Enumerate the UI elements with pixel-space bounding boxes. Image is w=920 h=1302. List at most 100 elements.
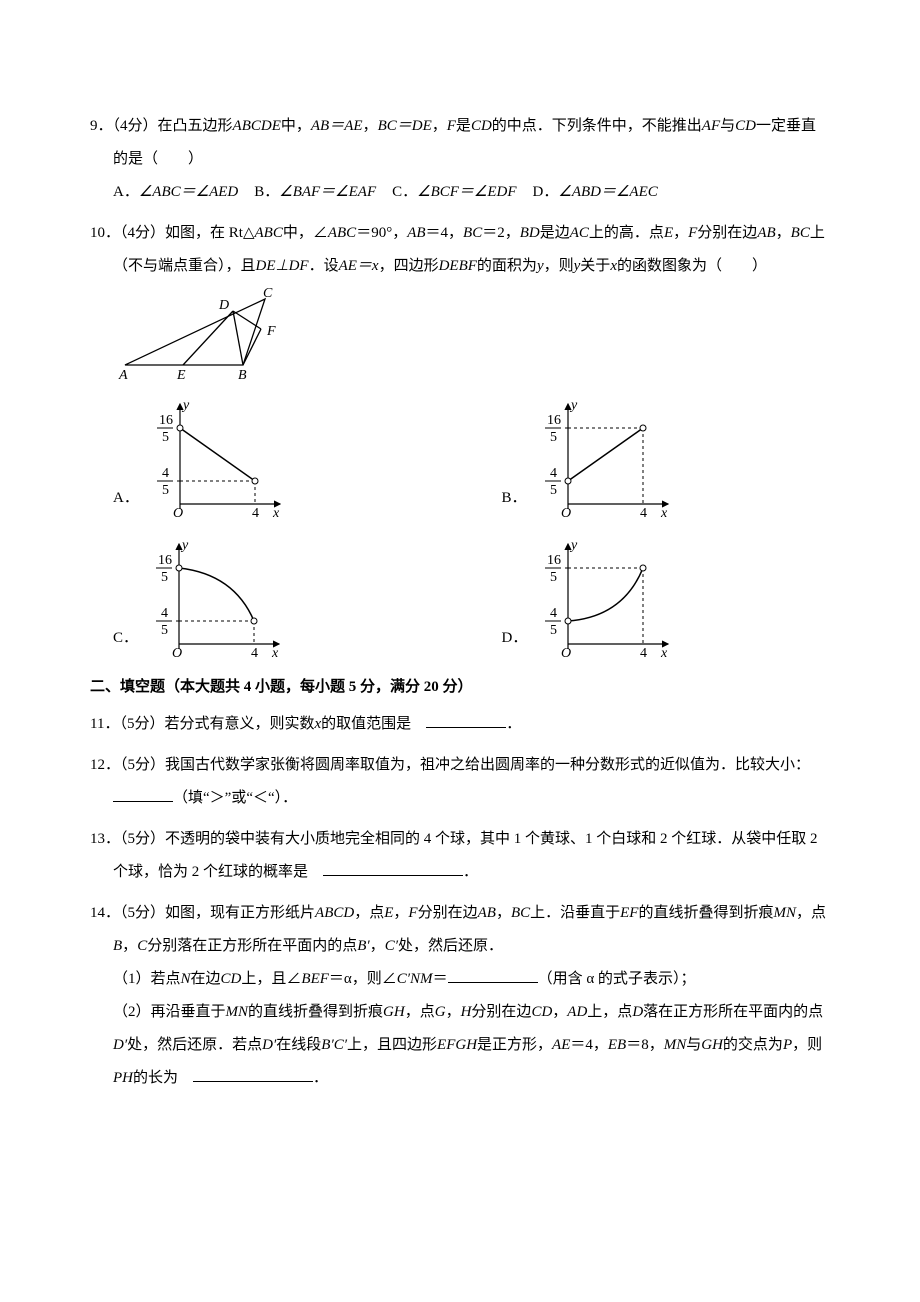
q10-points-unit: 分）	[135, 225, 165, 241]
q10-be: ＝90°，	[356, 225, 407, 241]
q14-p1h: C′NM	[397, 971, 433, 987]
q14-number: 14	[90, 905, 105, 921]
q14-bq: ，	[122, 938, 137, 954]
q10-graphs: A． 165 45 O 4 x y	[90, 399, 830, 659]
q10-gc-x4: 4	[251, 646, 258, 659]
q11-ba: 若分式有意义，则实数	[164, 716, 314, 732]
q10-bv: DE⊥DF	[256, 258, 309, 274]
q9-option-a: A．∠ABC＝∠AED	[113, 176, 238, 209]
q14-bi: ，	[496, 905, 511, 921]
q9-opt-a-val: ∠ABC＝∠AED	[139, 184, 238, 200]
q14-p2f: G	[435, 1004, 446, 1020]
q9-stem: 9．（4分）在凸五边形ABCDE中，AB＝AE，BC＝DE，F是CD的中点．下列…	[90, 110, 830, 176]
q10-bn: E	[664, 225, 673, 241]
q14-p2q: 处，然后还原．若点	[127, 1037, 262, 1053]
question-12: 12．（5分）我国古代数学家张衡将圆周率取值为，祖冲之给出圆周率的一种分数形式的…	[90, 749, 830, 815]
svg-text:5: 5	[161, 623, 168, 638]
svg-text:5: 5	[161, 570, 168, 585]
q10-gd-x4: 4	[640, 646, 647, 659]
q10-gb-x4: 4	[640, 506, 647, 519]
q14-p2u: 上，且四边形	[347, 1037, 437, 1053]
q14-bw: 处，然后还原．	[398, 938, 503, 954]
svg-text:4: 4	[161, 606, 168, 621]
q9-bd: AB＝AE	[311, 118, 363, 134]
q14-p2ae: 的交点为	[723, 1037, 783, 1053]
q9-opt-d-val: ∠ABD＝∠AEC	[558, 184, 657, 200]
q10-bac: ，则	[544, 258, 574, 274]
q10-graph-c-label: C．	[113, 622, 138, 655]
q14-part2: （2）再沿垂直于MN的直线折叠得到折痕GH，点G，H分别在边CD，AD上，点D落…	[90, 996, 830, 1095]
q14-br: C	[137, 938, 147, 954]
q9-bc: 中，	[281, 118, 311, 134]
q10-graph-d-svg: 165 45 O 4 x y	[533, 539, 673, 659]
q10-br: AB	[757, 225, 775, 241]
q10-bs: ，	[776, 225, 791, 241]
q14-p1g: ＝α，则∠	[329, 971, 397, 987]
q9-bf: BC＝DE	[378, 118, 432, 134]
q14-p1f: BEF	[301, 971, 329, 987]
q10-number: 10	[90, 225, 105, 241]
q13-points: 5	[128, 831, 136, 847]
q14-prefix: ．（	[105, 905, 128, 921]
q10-bab: y	[537, 258, 544, 274]
q14-p1-blank	[448, 968, 538, 983]
q14-p1e: 上，且∠	[241, 971, 301, 987]
q14-part1: （1）若点N在边CD上，且∠BEF＝α，则∠C′NM＝（用含 α 的式子表示）；	[90, 963, 830, 996]
q12-bb: （填“＞”或“＜“）．	[173, 790, 297, 806]
q14-p2s: 在线段	[276, 1037, 321, 1053]
svg-text:5: 5	[550, 570, 557, 585]
q10-bj: BD	[520, 225, 540, 241]
q10-gb-x: x	[660, 506, 668, 519]
q11-bc: 的取值范围是	[321, 716, 426, 732]
svg-text:5: 5	[162, 483, 169, 498]
q9-ba: 在凸五边形	[158, 118, 233, 134]
q14-p2x: AE	[552, 1037, 570, 1053]
q14-p2ag: ，则	[792, 1037, 822, 1053]
q10-graph-b: B． 165 45 O 4 x y	[502, 399, 831, 519]
q10-bq: 分别在边	[697, 225, 757, 241]
q10-graph-a-svg: 165 45 O 4 x y	[145, 399, 285, 519]
q9-points-unit: 分）	[128, 118, 158, 134]
q9-bb: ABCDE	[233, 118, 281, 134]
q10-baa: 的面积为	[477, 258, 537, 274]
q12-blank	[113, 787, 173, 802]
q10-points: 4	[128, 225, 136, 241]
q9-option-c: C．∠BCF＝∠EDF	[392, 176, 516, 209]
q10-bx: AE＝x	[339, 258, 379, 274]
svg-text:4: 4	[162, 466, 169, 481]
q10-gc-y: y	[180, 539, 189, 553]
svg-text:5: 5	[162, 430, 169, 445]
q10-bm: 上的高．点	[589, 225, 664, 241]
q13-bb: ．	[463, 864, 478, 880]
q14-p2w: 是正方形，	[477, 1037, 552, 1053]
q14-bj: BC	[511, 905, 530, 921]
question-9: 9．（4分）在凸五边形ABCDE中，AB＝AE，BC＝DE，F是CD的中点．下列…	[90, 110, 830, 209]
q10-bl: AC	[570, 225, 589, 241]
q14-p2d: GH	[383, 1004, 405, 1020]
q10-ba: 如图，在 Rt△	[165, 225, 254, 241]
q14-p2h: H	[461, 1004, 472, 1020]
q14-bm: 的直线折叠得到折痕	[638, 905, 773, 921]
q9-bh: F	[447, 118, 456, 134]
q14-p2v: EFGH	[437, 1037, 477, 1053]
q10-graph-c-svg: 165 45 O 4 x y	[144, 539, 284, 659]
q14-p2t: B′C′	[321, 1037, 347, 1053]
q11-prefix: ．（	[104, 716, 127, 732]
q9-opt-b-label: B．	[254, 184, 279, 200]
q10-bt: BC	[791, 225, 810, 241]
q14-bg: 分别在边	[418, 905, 478, 921]
q14-p2n: D	[632, 1004, 643, 1020]
q9-option-b: B．∠BAF＝∠EAF	[254, 176, 376, 209]
q10-tri-c: C	[263, 287, 273, 301]
svg-text:16: 16	[158, 553, 172, 568]
q14-p2af: P	[783, 1037, 792, 1053]
q9-be: ，	[363, 118, 378, 134]
q9-bl: AF	[702, 118, 720, 134]
q10-bae: 关于	[580, 258, 610, 274]
q14-bn: MN	[773, 905, 796, 921]
q10-bag: 的函数图象为（ ）	[617, 258, 767, 274]
svg-text:16: 16	[159, 413, 173, 428]
q14-p2ah: PH	[113, 1070, 133, 1086]
q14-bs: 分别落在正方形所在平面内的点	[147, 938, 357, 954]
q14-bp: B	[113, 938, 122, 954]
